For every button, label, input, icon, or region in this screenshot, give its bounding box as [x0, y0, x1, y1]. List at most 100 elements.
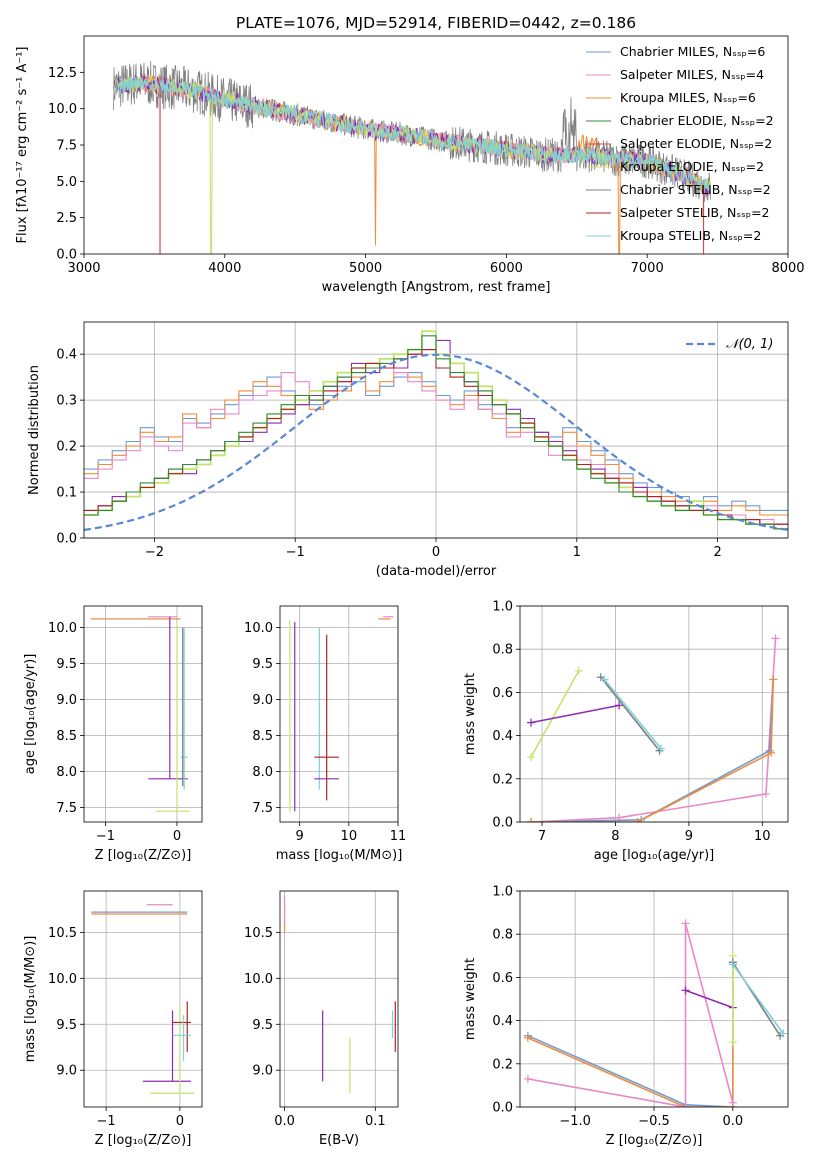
axes-frame — [279, 605, 399, 823]
y-tick-label: 9.5 — [252, 1018, 273, 1033]
weight-line-salpeter_miles — [527, 923, 734, 1107]
weight-marker — [574, 666, 583, 675]
axes-5: −1 0 9.0 9.5 10.0 10.5 Z [log₁₀(Z/Z⊙)] mass [lo… — [23, 890, 203, 1148]
y-tick-label: 0.4 — [492, 1014, 513, 1029]
y-tick-label: 1.0 — [492, 600, 513, 615]
y-tick-label: 7.5 — [56, 801, 77, 816]
y-tick-label: 10.5 — [48, 926, 77, 941]
x-axis-label: age [log₁₀(age/yr)] — [594, 848, 715, 863]
axes-frame — [83, 890, 203, 1108]
weight-marker — [527, 718, 536, 727]
y-tick-label: 12.5 — [48, 66, 77, 81]
x-tick-label: 0.0 — [274, 1114, 295, 1129]
histogram-chabrier_miles — [84, 372, 788, 511]
weight-line-purple — [685, 989, 734, 1009]
weight-marker — [615, 701, 624, 710]
x-tick-label: −2 — [145, 545, 164, 560]
weight-marker — [633, 818, 642, 822]
x-tick-label: 1 — [573, 545, 581, 560]
x-tick-label: 6000 — [490, 261, 523, 276]
x-axis-label: E(B-V) — [319, 1133, 359, 1148]
weight-line-kroupa_miles — [531, 679, 775, 822]
axes-frame — [519, 890, 789, 1108]
y-tick-label: 0.8 — [492, 643, 513, 658]
y-tick-label: 9.0 — [56, 1064, 77, 1079]
legend-label: Chabrier ELODIE, Nₛₛₚ=2 — [620, 113, 774, 128]
x-axis-label: mass [log₁₀(M/M⊙)] — [276, 848, 403, 863]
weight-marker — [681, 1103, 690, 1107]
x-tick-label: 11 — [390, 829, 407, 844]
legend-label: Chabrier STELIB, Nₛₛₚ=2 — [620, 182, 771, 197]
legend-label: Kroupa STELIB, Nₛₛₚ=2 — [620, 228, 761, 243]
weight-line-salpeter_miles — [530, 638, 777, 822]
x-tick-label: 9 — [685, 829, 693, 844]
plot-area — [283, 895, 396, 1094]
plot-area — [523, 919, 788, 1107]
normal-curve — [84, 353, 788, 531]
y-tick-label: 1.0 — [492, 885, 513, 900]
weight-marker — [767, 748, 776, 757]
y-tick-label: 9.0 — [252, 693, 273, 708]
y-axis-label: mass weight — [463, 673, 478, 755]
legend-label: Kroupa ELODIE, Nₛₛₚ=2 — [620, 159, 764, 174]
weight-marker — [656, 744, 665, 753]
y-tick-label: 0.0 — [56, 532, 77, 547]
chart-title: PLATE=1076, MJD=52914, FIBERID=0442, z=0… — [236, 14, 636, 32]
weight-marker — [728, 1038, 737, 1047]
y-tick-label: 0.2 — [492, 772, 513, 787]
axes-4: 7 8 9 10 0.0 0.2 0.4 0.6 0.8 1.0 age [log₁₀(age/yr… — [463, 600, 789, 863]
y-tick-label: 8.5 — [56, 729, 77, 744]
y-tick-label: 10.0 — [244, 972, 273, 987]
axes-frame — [519, 605, 789, 823]
x-tick-label: −1 — [96, 829, 115, 844]
y-tick-label: 0.2 — [492, 1057, 513, 1072]
x-tick-label: 4000 — [208, 261, 241, 276]
axes-3: 9 10 11 7.5 8.0 8.5 9.0 9.5 10.0 mass [log₁₀(M/M⊙… — [244, 605, 407, 863]
plot-area — [113, 60, 711, 254]
axes-1: −2 −1 0 1 2 0.0 0.1 0.2 0.3 0.4 (data-model)/error… — [27, 321, 789, 579]
plot-area — [289, 616, 394, 812]
weight-marker — [761, 789, 770, 798]
y-tick-label: 0.2 — [56, 440, 77, 455]
x-axis-label: Z [log₁₀(Z/Z⊙)] — [95, 848, 192, 863]
x-tick-label: 8 — [611, 829, 619, 844]
x-tick-label: 0.1 — [365, 1114, 386, 1129]
y-tick-label: 9.5 — [56, 1018, 77, 1033]
y-tick-label: 9.0 — [252, 1064, 273, 1079]
legend: Chabrier MILES, Nₛₛₚ=6 Salpeter MILES, Nₛ… — [586, 44, 774, 243]
axes-frame — [83, 321, 789, 539]
x-tick-label: 8000 — [771, 261, 804, 276]
y-tick-label: 0.0 — [56, 248, 77, 263]
x-tick-label: 10 — [341, 829, 358, 844]
model-spectrum-kroupa_stelib — [113, 75, 711, 195]
y-tick-label: 0.0 — [492, 1101, 513, 1116]
x-tick-label: 5000 — [349, 261, 382, 276]
weight-marker — [728, 1098, 737, 1107]
y-axis-label: mass weight — [463, 958, 478, 1040]
y-tick-label: 0.8 — [492, 928, 513, 943]
x-tick-label: −1 — [286, 545, 305, 560]
weight-marker — [600, 675, 609, 684]
y-axis-label: Normed distribution — [27, 365, 42, 495]
weight-line-kroupa_stelib — [732, 963, 784, 1035]
axes-frame — [279, 890, 399, 1108]
y-axis-label: Flux [fλ10⁻¹⁷ erg cm⁻² s⁻¹ A⁻¹] — [15, 47, 30, 244]
y-tick-label: 10.0 — [48, 621, 77, 636]
axes-frame — [83, 605, 203, 823]
y-tick-label: 10.0 — [48, 102, 77, 117]
legend-label: Salpeter STELIB, Nₛₛₚ=2 — [620, 205, 770, 220]
axes-7: −1.0 −0.5 0.0 0.0 0.2 0.4 0.6 0.8 1.0 Z [log₁₀(Z/… — [463, 885, 789, 1148]
y-tick-label: 8.0 — [56, 765, 77, 780]
y-tick-label: 7.5 — [56, 139, 77, 154]
x-tick-label: −1.0 — [559, 1114, 591, 1129]
histogram-chabrier_elodie — [84, 335, 788, 530]
y-tick-label: 0.4 — [492, 729, 513, 744]
weight-line-kroupa_elodie — [530, 670, 580, 758]
y-tick-label: 0.1 — [56, 486, 77, 501]
weight-line-purple — [530, 704, 620, 724]
x-axis-label: Z [log₁₀(Z/Z⊙)] — [606, 1133, 703, 1148]
y-tick-label: 10.5 — [244, 926, 273, 941]
x-tick-label: 0 — [176, 1114, 184, 1129]
plot-area — [91, 616, 190, 812]
